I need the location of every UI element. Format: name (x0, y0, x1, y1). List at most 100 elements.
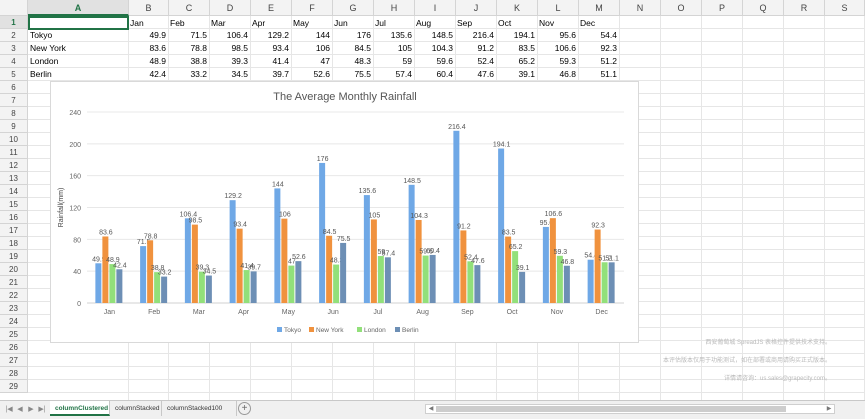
data-cell[interactable]: 59.6 (436, 56, 453, 66)
data-cell[interactable]: 39.3 (231, 56, 248, 66)
data-cell[interactable]: 39.1 (518, 69, 535, 79)
data-cell[interactable]: 38.8 (190, 56, 207, 66)
data-cell[interactable]: 33.2 (190, 69, 207, 79)
row-header-25[interactable]: 25 (0, 328, 28, 341)
row-header-8[interactable]: 8 (0, 107, 28, 120)
data-cell[interactable]: 106 (315, 43, 330, 53)
row-header-29[interactable]: 29 (0, 380, 28, 393)
row-header-20[interactable]: 20 (0, 263, 28, 276)
month-header-cell[interactable]: Feb (170, 18, 185, 28)
row-header-1[interactable]: 1 (0, 16, 28, 29)
data-cell[interactable]: 41.4 (272, 56, 289, 66)
sheet-tab-columnStacked100[interactable]: columnStacked100 (162, 401, 237, 416)
row-header-16[interactable]: 16 (0, 211, 28, 224)
data-cell[interactable]: 194.1 (513, 30, 535, 40)
scroll-right-icon[interactable]: ▶ (826, 406, 832, 412)
row-header-9[interactable]: 9 (0, 120, 28, 133)
data-cell[interactable]: 148.5 (431, 30, 453, 40)
data-cell[interactable]: 129.2 (267, 30, 289, 40)
row-header-10[interactable]: 10 (0, 133, 28, 146)
data-cell[interactable]: 51.2 (600, 56, 617, 66)
data-cell[interactable]: 47.6 (477, 69, 494, 79)
data-cell[interactable]: 104.3 (431, 43, 453, 53)
row-header-24[interactable]: 24 (0, 315, 28, 328)
row-header-5[interactable]: 5 (0, 68, 28, 81)
data-cell[interactable]: 54.4 (600, 30, 617, 40)
sheet-tab-columnStacked[interactable]: columnStacked (110, 401, 162, 416)
column-header-p[interactable]: P (702, 0, 743, 16)
data-cell[interactable]: 59 (402, 56, 412, 66)
data-cell[interactable]: 49.9 (149, 30, 166, 40)
data-cell[interactable]: 59.3 (559, 56, 576, 66)
data-cell[interactable]: 34.5 (231, 69, 248, 79)
row-header-26[interactable]: 26 (0, 341, 28, 354)
column-header-c[interactable]: C (169, 0, 210, 16)
column-header-g[interactable]: G (333, 0, 374, 16)
month-header-cell[interactable]: May (293, 18, 310, 28)
data-cell[interactable]: 60.4 (436, 69, 453, 79)
horizontal-scrollbar[interactable]: ◀ ▶ (425, 404, 835, 414)
column-header-f[interactable]: F (292, 0, 333, 16)
row-header-15[interactable]: 15 (0, 198, 28, 211)
column-header-a[interactable]: A (28, 0, 129, 16)
row-header-27[interactable]: 27 (0, 354, 28, 367)
data-cell[interactable]: 57.4 (395, 69, 412, 79)
row-header-28[interactable]: 28 (0, 367, 28, 380)
column-header-n[interactable]: N (620, 0, 661, 16)
column-header-s[interactable]: S (825, 0, 865, 16)
row-header-7[interactable]: 7 (0, 94, 28, 107)
row-header-19[interactable]: 19 (0, 250, 28, 263)
month-header-cell[interactable]: Jun (334, 18, 348, 28)
row-header-13[interactable]: 13 (0, 172, 28, 185)
data-cell[interactable]: 47 (320, 56, 330, 66)
column-header-d[interactable]: D (210, 0, 251, 16)
month-header-cell[interactable]: Apr (252, 18, 266, 28)
column-header-h[interactable]: H (374, 0, 415, 16)
month-header-cell[interactable]: Mar (211, 18, 226, 28)
row-header-23[interactable]: 23 (0, 302, 28, 315)
column-header-b[interactable]: B (129, 0, 169, 16)
column-header-l[interactable]: L (538, 0, 579, 16)
data-cell[interactable]: 83.6 (149, 43, 166, 53)
data-cell[interactable]: 216.4 (472, 30, 494, 40)
data-cell[interactable]: 75.5 (354, 69, 371, 79)
month-header-cell[interactable]: Aug (416, 18, 432, 28)
row-header-17[interactable]: 17 (0, 224, 28, 237)
data-cell[interactable]: 98.5 (231, 43, 248, 53)
data-cell[interactable]: 92.3 (600, 43, 617, 53)
add-sheet-icon[interactable]: + (238, 402, 251, 415)
data-cell[interactable]: 51.1 (600, 69, 617, 79)
data-cell[interactable]: 52.4 (477, 56, 494, 66)
data-cell[interactable]: 42.4 (149, 69, 166, 79)
data-cell[interactable]: 84.5 (354, 43, 371, 53)
column-header-i[interactable]: I (415, 0, 456, 16)
data-cell[interactable]: 48.9 (149, 56, 166, 66)
column-header-m[interactable]: M (579, 0, 620, 16)
row-header-18[interactable]: 18 (0, 237, 28, 250)
city-name-cell[interactable]: Tokyo (30, 30, 53, 40)
scroll-left-icon[interactable]: ◀ (428, 406, 434, 412)
rainfall-chart[interactable]: The Average Monthly Rainfall 0 40 80 120 160 2… (50, 81, 639, 343)
data-cell[interactable]: 95.6 (559, 30, 576, 40)
row-header-4[interactable]: 4 (0, 55, 28, 68)
month-header-cell[interactable]: Nov (539, 18, 555, 28)
data-cell[interactable]: 65.2 (518, 56, 535, 66)
month-header-cell[interactable]: Dec (580, 18, 596, 28)
month-header-cell[interactable]: Jan (130, 18, 144, 28)
city-name-cell[interactable]: New York (30, 43, 66, 53)
row-header-6[interactable]: 6 (0, 81, 28, 94)
row-header-2[interactable]: 2 (0, 29, 28, 42)
data-cell[interactable]: 91.2 (477, 43, 494, 53)
data-cell[interactable]: 52.6 (313, 69, 330, 79)
data-cell[interactable]: 135.6 (390, 30, 412, 40)
column-header-r[interactable]: R (784, 0, 825, 16)
scrollbar-thumb[interactable] (436, 406, 786, 412)
data-cell[interactable]: 83.5 (518, 43, 535, 53)
column-header-j[interactable]: J (456, 0, 497, 16)
row-header-12[interactable]: 12 (0, 159, 28, 172)
data-cell[interactable]: 71.5 (190, 30, 207, 40)
row-header-21[interactable]: 21 (0, 276, 28, 289)
data-cell[interactable]: 48.3 (354, 56, 371, 66)
data-cell[interactable]: 106.4 (226, 30, 248, 40)
month-header-cell[interactable]: Jul (375, 18, 386, 28)
